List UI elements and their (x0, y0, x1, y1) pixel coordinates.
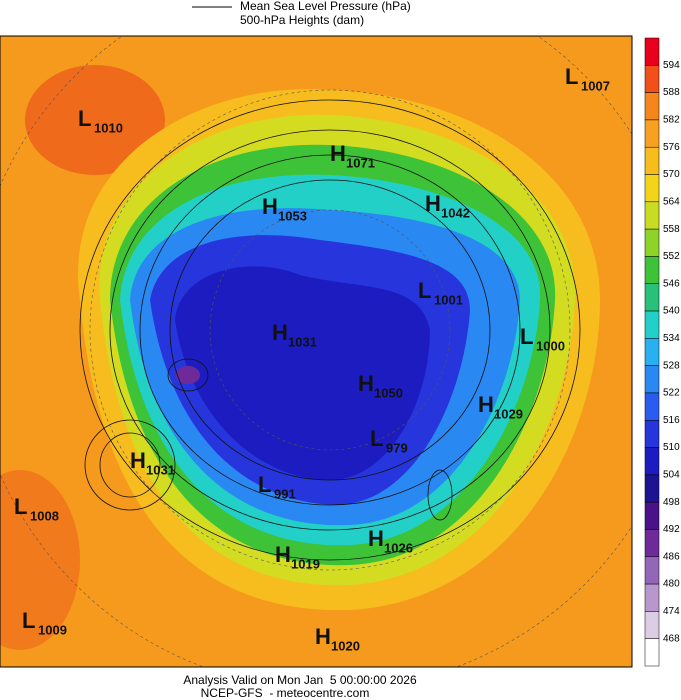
center-letter: L (418, 278, 431, 303)
colorbar-label: 492 (663, 524, 680, 535)
colorbar-box (644, 65, 660, 93)
legend-mslp: Mean Sea Level Pressure (hPa) (240, 0, 411, 13)
colorbar-label: 540 (663, 306, 680, 317)
colorbar-label: 474 (663, 606, 680, 617)
center-letter: H (275, 542, 291, 567)
center-pressure: 1071 (346, 155, 375, 170)
center-pressure: 1001 (434, 292, 463, 307)
map-frame (0, 35, 633, 668)
colorbar-label: 486 (663, 551, 680, 562)
center-pressure: 1031 (146, 462, 175, 477)
colorbar-box (644, 556, 660, 585)
colorbar-box (644, 119, 660, 148)
center-pressure: 1050 (374, 385, 403, 400)
center-letter: H (478, 392, 494, 417)
colorbar-box (644, 638, 660, 667)
colorbar-label: 534 (663, 333, 680, 344)
colorbar-box (644, 529, 660, 558)
colorbar-label: 516 (663, 415, 680, 426)
colorbar-box (644, 447, 660, 476)
colorbar-box (644, 611, 660, 639)
colorbar-box (644, 174, 660, 203)
center-pressure: 1026 (384, 540, 413, 555)
colorbar-label: 588 (663, 87, 680, 98)
colorbar-box (644, 283, 660, 312)
colorbar-box (644, 392, 660, 421)
center-letter: L (258, 472, 271, 497)
center-letter: L (565, 64, 578, 89)
colorbar-label: 480 (663, 579, 680, 590)
colorbar-box (644, 583, 660, 612)
center-pressure: 1010 (94, 120, 123, 135)
colorbar-label: 468 (663, 633, 680, 644)
center-pressure: 1008 (30, 508, 59, 523)
colorbar-box (644, 228, 660, 257)
colorbar-label: 570 (663, 169, 680, 180)
center-letter: L (78, 106, 91, 131)
colorbar-label: 522 (663, 388, 680, 399)
colorbar-label: 504 (663, 470, 680, 481)
colorbar-label: 564 (663, 196, 680, 207)
colorbar-label: 594 (663, 60, 680, 71)
colorbar-label: 528 (663, 360, 680, 371)
center-letter: L (22, 608, 35, 633)
center-pressure: 1000 (536, 338, 565, 353)
colorbar-label: 546 (663, 278, 680, 289)
center-pressure: 1007 (581, 78, 610, 93)
footer-valid: Analysis Valid on Mon Jan 5 00:00:00 202… (183, 673, 417, 687)
center-letter: H (330, 141, 346, 166)
center-pressure: 1009 (38, 622, 67, 637)
colorbar-label: 582 (663, 115, 680, 126)
center-letter: L (14, 494, 27, 519)
colorbar-label: 510 (663, 442, 680, 453)
center-letter: L (520, 324, 533, 349)
colorbar-box (644, 146, 660, 175)
colorbar-box (644, 474, 660, 503)
colorbar-box (644, 310, 660, 339)
colorbar-box (644, 365, 660, 394)
colorbar-box (644, 37, 660, 66)
colorbar-box (644, 501, 660, 530)
colorbar-box (644, 92, 660, 121)
center-pressure: 1053 (278, 208, 307, 223)
center-pressure: 1029 (494, 406, 523, 421)
colorbar: 594 588 582 576 570 564 558 552 546 540 534 528 522 5… (644, 37, 680, 667)
center-letter: H (315, 624, 331, 649)
center-pressure: 1042 (441, 205, 470, 220)
center-letter: H (130, 448, 146, 473)
center-pressure: 979 (386, 440, 408, 455)
colorbar-box (644, 256, 660, 284)
center-pressure: 991 (274, 486, 296, 501)
colorbar-box (644, 201, 660, 230)
colorbar-label: 576 (663, 142, 680, 153)
colorbar-box (644, 338, 660, 366)
center-pressure: 1020 (331, 638, 360, 653)
center-pressure: 1019 (291, 556, 320, 571)
colorbar-box (644, 420, 660, 448)
colorbar-label: 498 (663, 497, 680, 508)
center-letter: L (370, 426, 383, 451)
center-letter: H (358, 371, 374, 396)
footer-source: NCEP-GFS - meteocentre.com (201, 686, 370, 700)
center-pressure: 1031 (288, 334, 317, 349)
colorbar-label: 558 (663, 224, 680, 235)
center-letter: H (272, 320, 288, 345)
legend-heights: 500-hPa Heights (dam) (240, 13, 364, 27)
center-letter: H (262, 194, 278, 219)
center-letter: H (425, 191, 441, 216)
center-letter: H (368, 526, 384, 551)
colorbar-label: 552 (663, 251, 680, 262)
